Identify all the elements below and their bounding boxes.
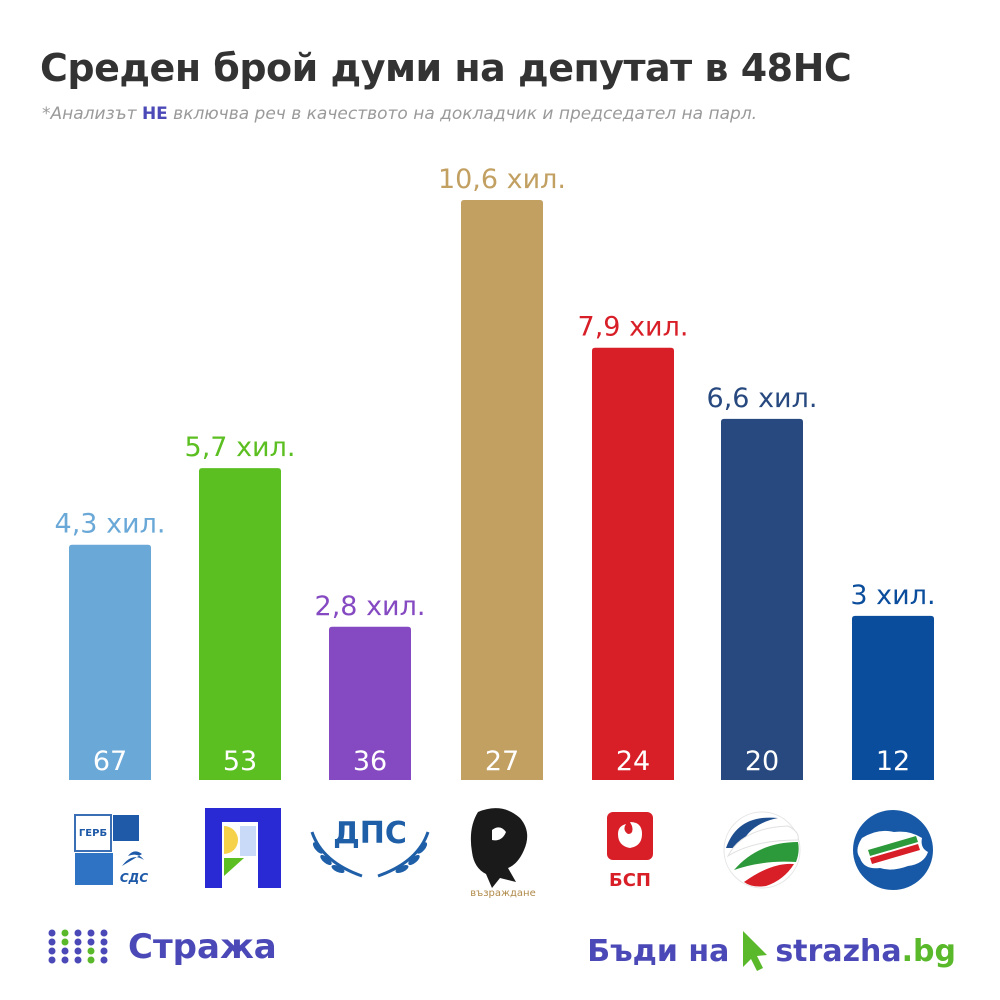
bar-2 [199,468,281,780]
itn-logo-icon [723,811,801,889]
bar-1 [69,544,151,780]
value-label-6: 6,6 хил. [707,383,818,414]
mp-count-label-3: 36 [353,746,387,777]
bar-3 [329,626,411,780]
cta-text: Бъди на [587,933,730,969]
subtitle-suffix: включва реч в качеството на докладчик и … [167,104,758,124]
mp-count-label-1: 67 [93,746,127,777]
value-label-5: 7,9 хил. [578,312,689,343]
bar-5 [592,347,674,780]
bar-4 [461,200,543,780]
site-domain: .bg [901,933,956,969]
value-label-3: 2,8 хил. [315,591,426,622]
cta-link[interactable]: Бъди на strazha.bg [587,926,956,976]
pp-logo-icon [205,808,281,888]
vazrazhdane-logo-icon: възраждане [470,808,536,899]
gerb-logo-text: ГЕРБ [79,828,107,839]
dps-logo-icon: ДПС [310,816,430,878]
site-url: strazha.bg [775,934,956,969]
mp-count-label-6: 20 [745,746,779,777]
mp-count-label-4: 27 [485,746,519,777]
mp-count-label-2: 53 [223,746,257,777]
site-name: strazha [775,933,902,969]
cursor-arrow-icon [743,931,768,971]
strazha-dots-icon [48,929,108,964]
chart-subtitle: *Анализът НЕ включва реч в качеството на… [42,104,757,124]
strazha-brand: Стража [46,922,277,972]
bv-logo-icon [853,810,933,890]
bar-7 [852,615,934,780]
mp-count-label-5: 24 [616,746,650,777]
value-label-1: 4,3 хил. [55,509,166,540]
subtitle-prefix: *Анализът [42,104,142,124]
bsp-logo-icon: БСП [607,812,653,891]
bsp-logo-text: БСП [609,870,651,891]
mp-count-label-7: 12 [876,746,910,777]
chart-title: Среден брой думи на депутат в 48НС [40,46,852,90]
sds-logo-text: СДС [120,871,148,885]
subtitle-highlight: НЕ [141,104,168,124]
value-label-7: 3 хил. [850,580,935,611]
gerb-sds-logo-icon: ГЕРБ СДС [74,814,153,887]
value-label-4: 10,6 хил. [438,164,566,195]
vazrazhdane-logo-text: възраждане [470,888,536,899]
dps-logo-text: ДПС [333,816,407,851]
brand-name: Стража [128,927,277,967]
bar-6 [721,418,803,780]
value-label-2: 5,7 хил. [185,432,296,463]
